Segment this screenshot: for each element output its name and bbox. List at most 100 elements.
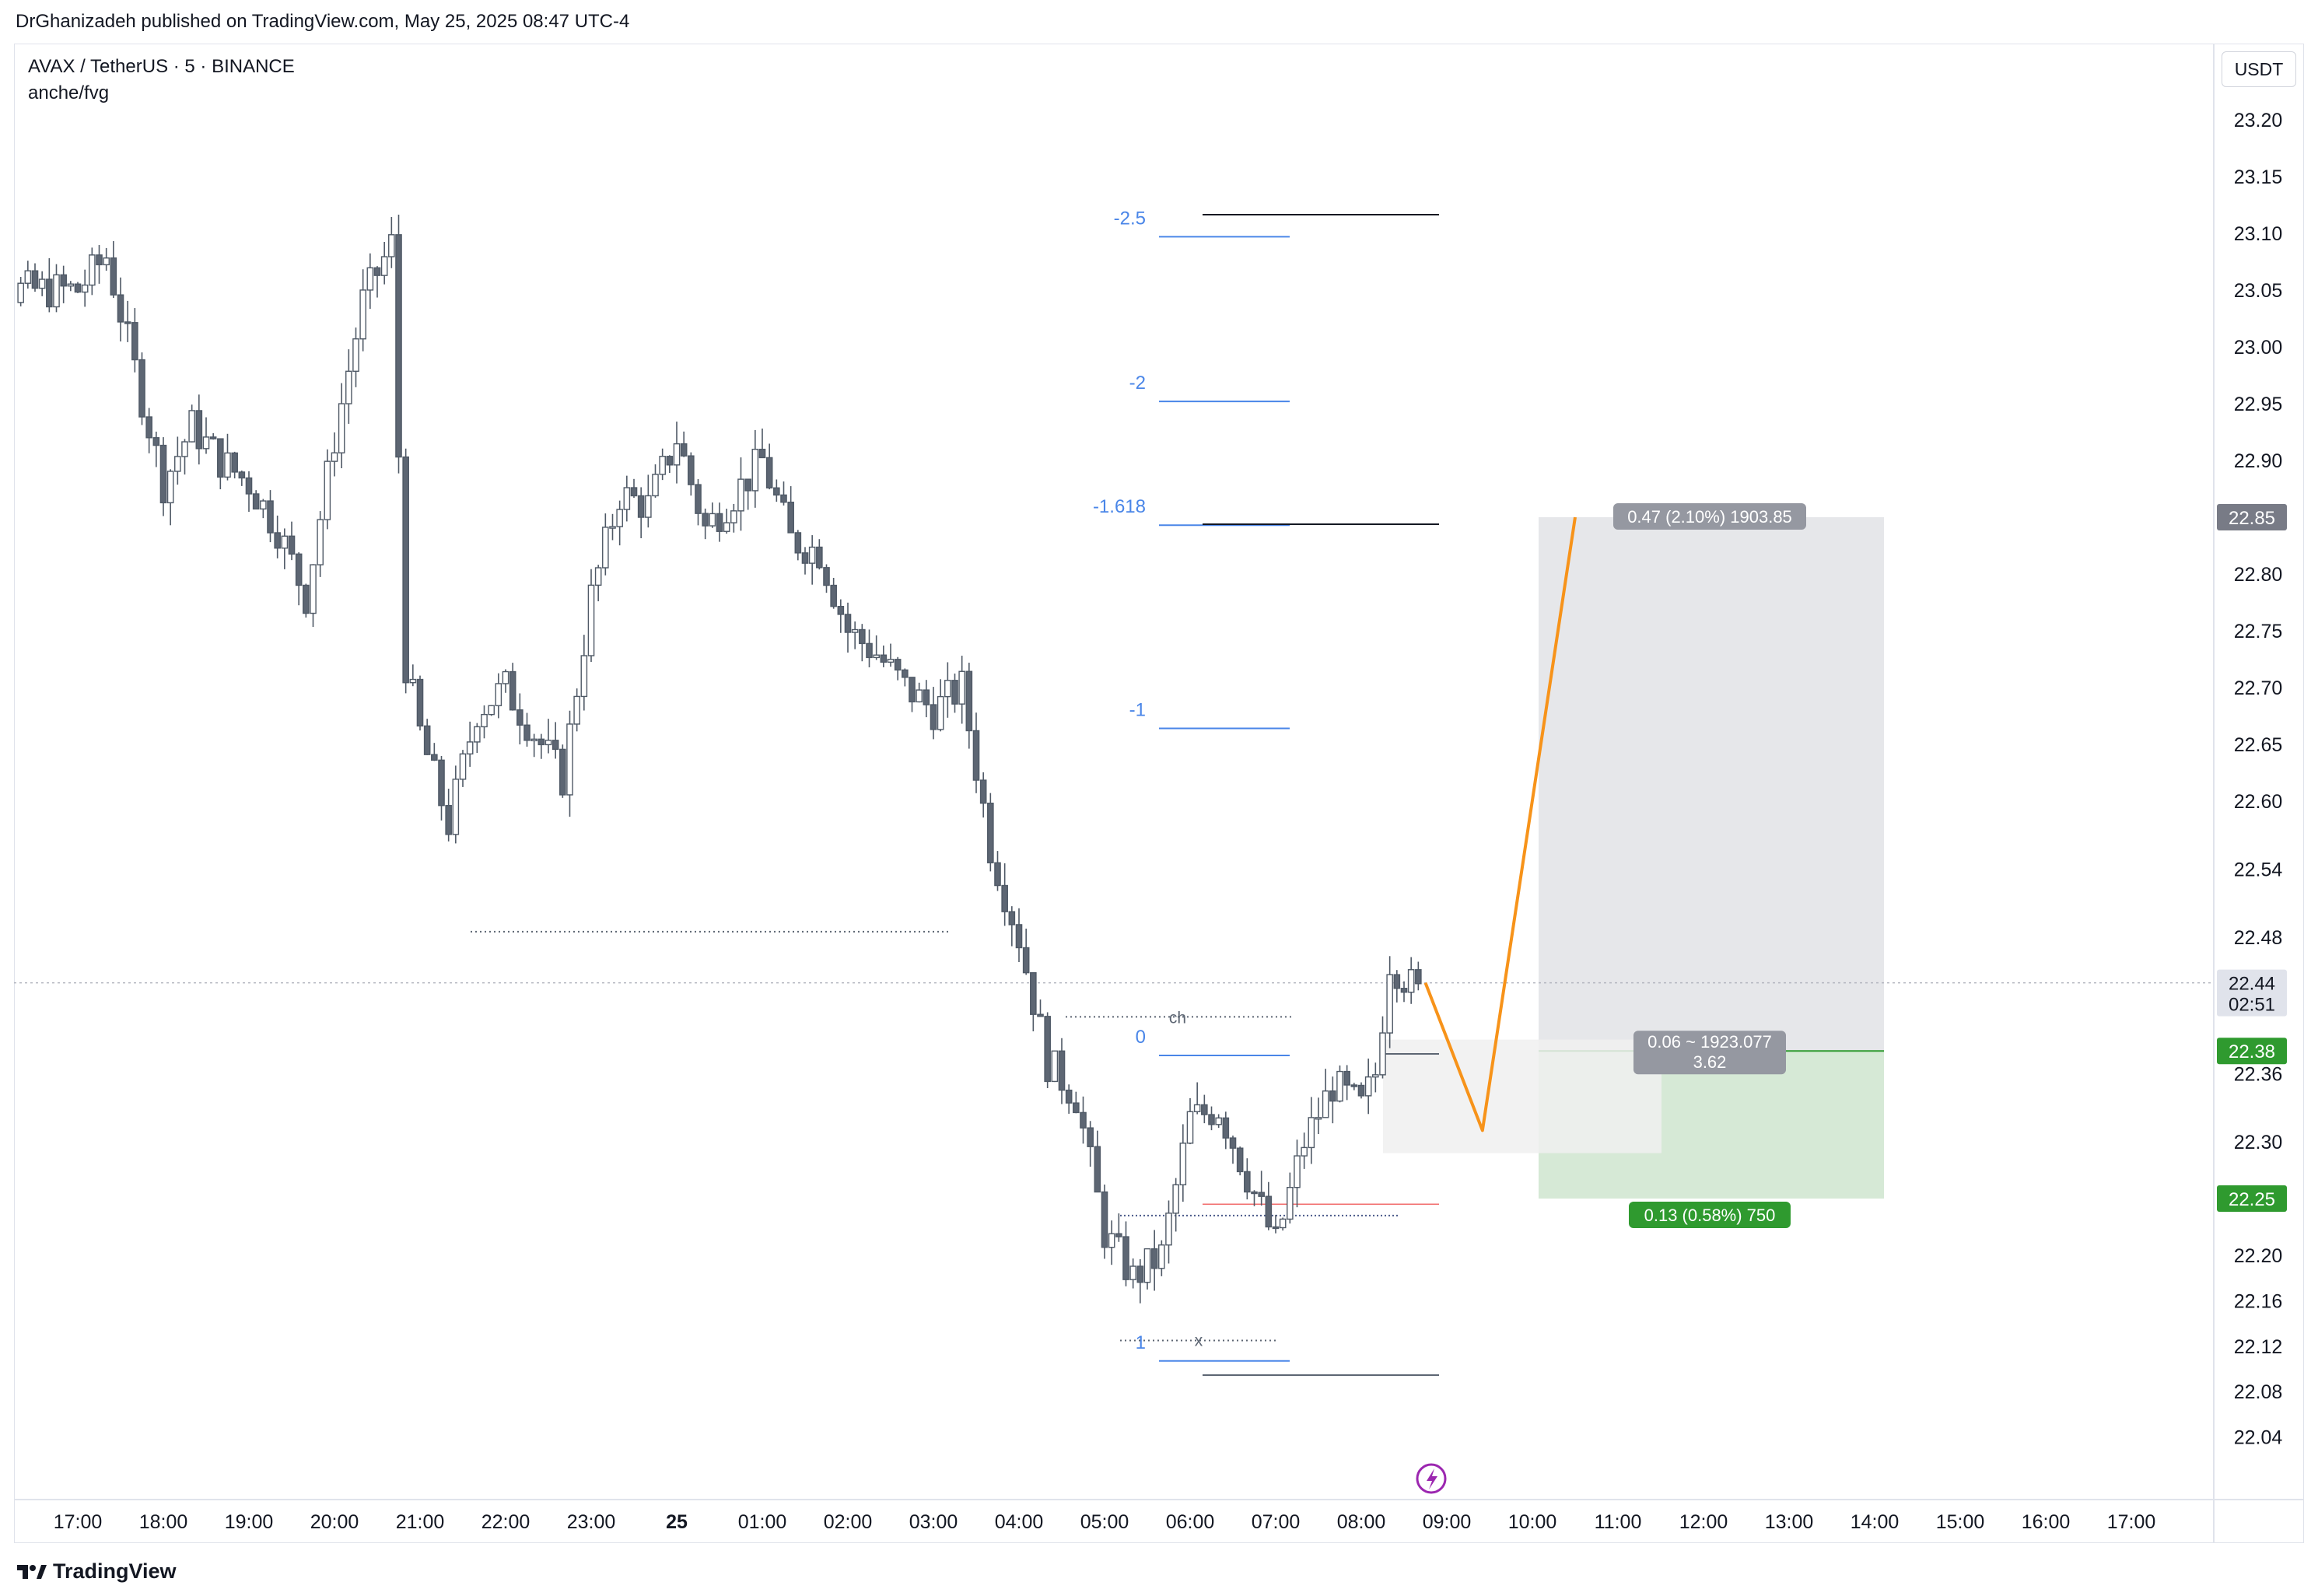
candle-body [937, 695, 944, 730]
projection-path[interactable] [1423, 516, 1577, 1132]
candle-body [830, 584, 837, 607]
price-axis[interactable]: 23.20 23.15 23.10 23.05 23.00 22.95 22.90 22.80… [2234, 110, 2283, 1449]
fib-level-label: -1.618 [1093, 496, 1146, 517]
candle-body [780, 494, 787, 503]
tradingview-logo[interactable]: TradingView [16, 1556, 177, 1587]
y-tick-label: 22.12 [2234, 1336, 2283, 1358]
candle-body [1051, 1050, 1059, 1083]
candle-body [1158, 1244, 1165, 1269]
candle-body [894, 659, 902, 671]
candle-body [345, 370, 352, 404]
candle-body [744, 478, 751, 492]
stop-price-tag-bg [2217, 1185, 2287, 1212]
candle-body [74, 283, 82, 293]
x-tick-label: 16:00 [2022, 1511, 2071, 1533]
y-tick-label: 22.04 [2234, 1427, 2283, 1449]
candle-body [652, 474, 659, 497]
candle-body [288, 535, 296, 555]
candle-body [1336, 1070, 1343, 1102]
candle-body [402, 456, 409, 684]
candle-body [544, 740, 552, 746]
candle-body [909, 677, 916, 703]
symbol-title[interactable]: AVAX / TetherUS · 5 · BINANCE [28, 56, 295, 77]
candle-body [324, 460, 331, 520]
candle-body [1101, 1191, 1108, 1248]
candle-body [388, 234, 395, 257]
x-tick-label: 05:00 [1080, 1511, 1129, 1533]
stop-label-bg [1629, 1202, 1791, 1228]
x-tick-label: 18:00 [139, 1511, 188, 1533]
candle-body [1272, 1226, 1280, 1230]
candle-body [274, 532, 281, 549]
x-tick-label: 03:00 [909, 1511, 958, 1533]
candle-body [709, 513, 716, 527]
candle-body [1065, 1089, 1073, 1104]
candle-body [844, 614, 852, 633]
candle-body [1343, 1070, 1350, 1086]
candle-body [659, 456, 666, 475]
candle-body [466, 741, 474, 755]
stop-price-tag-text: 22.25 [2229, 1189, 2275, 1210]
candle-body [1287, 1187, 1294, 1220]
candle-body [245, 477, 253, 495]
candle-body [965, 670, 973, 732]
candle-body [866, 642, 873, 659]
entry-price-tag-text: 22.38 [2229, 1041, 2275, 1062]
candle-body [238, 471, 246, 479]
candle-body [1030, 971, 1037, 1015]
center-label-line2: 3.62 [1693, 1052, 1727, 1072]
indicator-label[interactable]: anche/fvg [28, 82, 110, 103]
y-tick-label: 22.60 [2234, 791, 2283, 813]
candle-body [359, 289, 366, 340]
y-tick-label: 22.80 [2234, 564, 2283, 586]
candle-body [923, 689, 930, 705]
candle-body [902, 669, 909, 678]
candle-body [573, 695, 580, 725]
candle-body [1350, 1084, 1358, 1087]
fib-level-label: -2 [1129, 373, 1146, 394]
candle-body [716, 513, 723, 532]
candle-body [880, 654, 888, 663]
candle-body [1415, 969, 1422, 985]
y-tick-label: 23.00 [2234, 337, 2283, 359]
x-tick-label: 17:00 [54, 1511, 103, 1533]
x-tick-label: 11:00 [1595, 1511, 1642, 1533]
y-tick-label: 22.70 [2234, 677, 2283, 699]
candle-body [459, 753, 467, 780]
flash-icon[interactable] [1416, 1463, 1447, 1494]
x-tick-label: 20:00 [310, 1511, 359, 1533]
candle-body [666, 456, 674, 466]
candle-body [916, 689, 923, 703]
candle-body [267, 500, 274, 534]
last-price-tag-bg [2217, 969, 2287, 1017]
candle-body [46, 278, 53, 308]
y-tick-label: 23.10 [2234, 223, 2283, 245]
candle-body [445, 804, 452, 835]
candle-body [609, 526, 616, 529]
candle-body [1364, 1076, 1372, 1097]
projection-line[interactable] [1423, 516, 1577, 1132]
candle-body [166, 471, 174, 504]
y-tick-label: 23.20 [2234, 110, 2283, 131]
y-tick-label: 22.54 [2234, 859, 2283, 881]
target-zone[interactable] [1539, 517, 1884, 1052]
y-tick-label: 22.65 [2234, 734, 2283, 756]
candle-body [645, 495, 652, 518]
candle-body [623, 487, 631, 510]
candle-body [145, 416, 152, 439]
candle-body [452, 779, 460, 835]
candle-body [1129, 1265, 1136, 1280]
logo-text: TradingView [53, 1559, 177, 1583]
currency-button[interactable]: USDT [2222, 51, 2296, 87]
x-tick-label: 10:00 [1508, 1511, 1557, 1533]
candle-body [551, 740, 559, 751]
candle-body [702, 513, 709, 527]
candle-body [195, 410, 203, 450]
candle-body [1294, 1155, 1301, 1188]
time-axis[interactable]: 17:00 18:00 19:00 20:00 21:00 22:00 23:00 25 01:… [54, 1511, 2156, 1533]
candle-body [438, 759, 445, 807]
fib-levels: -2.5 -2 -1.618 -1 0 1 [1093, 208, 1290, 1362]
candle-body [1193, 1104, 1201, 1112]
